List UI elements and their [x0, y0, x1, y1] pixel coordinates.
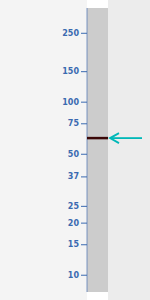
tick-label: 20	[68, 219, 80, 228]
arrow	[112, 137, 142, 139]
tick-label: 50	[68, 150, 80, 159]
tick	[81, 123, 87, 124]
tick-label: 10	[68, 271, 80, 280]
tick-label: 100	[62, 98, 79, 107]
tick-label: 75	[68, 119, 80, 128]
tick	[81, 275, 87, 276]
axis-line	[87, 8, 88, 292]
tick	[81, 223, 87, 224]
chart: 250 150 100 75 50 37 25 20 15 10	[0, 0, 150, 300]
tick-label: 150	[62, 67, 79, 76]
lane	[87, 8, 108, 292]
tick	[81, 176, 87, 177]
right-panel	[108, 0, 150, 300]
arrow-head	[110, 133, 119, 143]
tick	[81, 244, 87, 245]
tick-label: 250	[62, 29, 79, 38]
tick-label: 15	[68, 240, 80, 249]
plot-area	[87, 133, 142, 143]
tick-label: 37	[68, 172, 79, 181]
tick	[81, 71, 87, 72]
label-panel	[0, 0, 87, 300]
tick	[81, 206, 87, 207]
tick	[81, 102, 87, 103]
tick	[81, 154, 87, 155]
tick	[81, 33, 87, 34]
band	[87, 137, 108, 140]
tick-label: 25	[68, 202, 80, 211]
